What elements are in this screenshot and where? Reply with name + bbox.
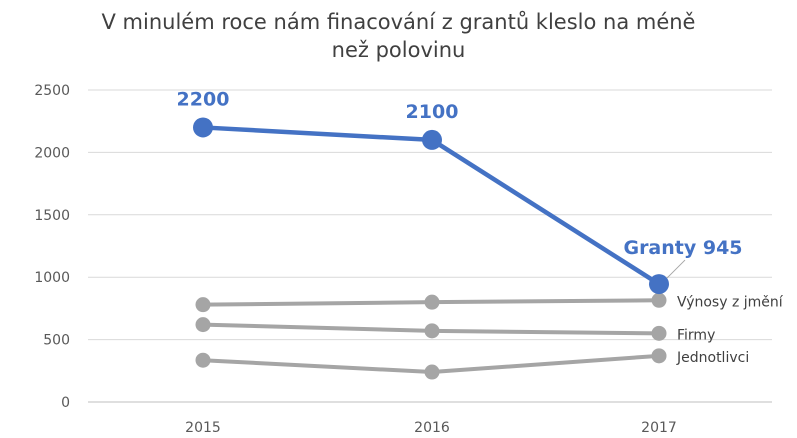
data-point-granty bbox=[422, 129, 442, 150]
data-point-jednotlivci bbox=[651, 348, 667, 364]
series-line-granty bbox=[202, 125, 661, 286]
leader-line bbox=[666, 259, 686, 279]
y-tick-label: 500 bbox=[43, 333, 70, 349]
y-tick-label: 0 bbox=[61, 395, 70, 411]
data-point-jednotlivci bbox=[424, 364, 440, 380]
series-end-label: Firmy bbox=[677, 327, 715, 343]
data-point-granty bbox=[193, 117, 213, 138]
data-label: Granty 945 bbox=[623, 237, 742, 259]
x-tick-label: 2015 bbox=[185, 420, 221, 436]
chart-title: V minulém roce nám finacování z grantů k… bbox=[0, 8, 797, 64]
series-end-label: Výnosy z jmění bbox=[677, 294, 784, 310]
data-point-firmy bbox=[424, 323, 440, 339]
series-end-label: Jednotlivci bbox=[676, 350, 749, 366]
data-point-vynosy-z-jmeni bbox=[651, 292, 667, 308]
y-tick-label: 2500 bbox=[34, 83, 70, 99]
data-point-vynosy-z-jmeni bbox=[195, 297, 211, 313]
data-point-vynosy-z-jmeni bbox=[424, 294, 440, 310]
data-point-jednotlivci bbox=[195, 352, 211, 368]
chart-title-line-1: V minulém roce nám finacování z grantů k… bbox=[101, 10, 696, 34]
y-tick-label: 1500 bbox=[34, 208, 70, 224]
x-tick-label: 2016 bbox=[414, 420, 450, 436]
data-label: 2100 bbox=[406, 101, 459, 123]
chart-title-line-2: než polovinu bbox=[331, 38, 466, 62]
data-point-firmy bbox=[195, 317, 211, 333]
y-tick-label: 1000 bbox=[34, 270, 70, 286]
data-point-granty bbox=[649, 274, 669, 295]
x-tick-label: 2017 bbox=[641, 420, 677, 436]
y-tick-label: 2000 bbox=[34, 145, 70, 161]
data-label: 2200 bbox=[177, 88, 230, 110]
data-point-firmy bbox=[651, 325, 667, 341]
